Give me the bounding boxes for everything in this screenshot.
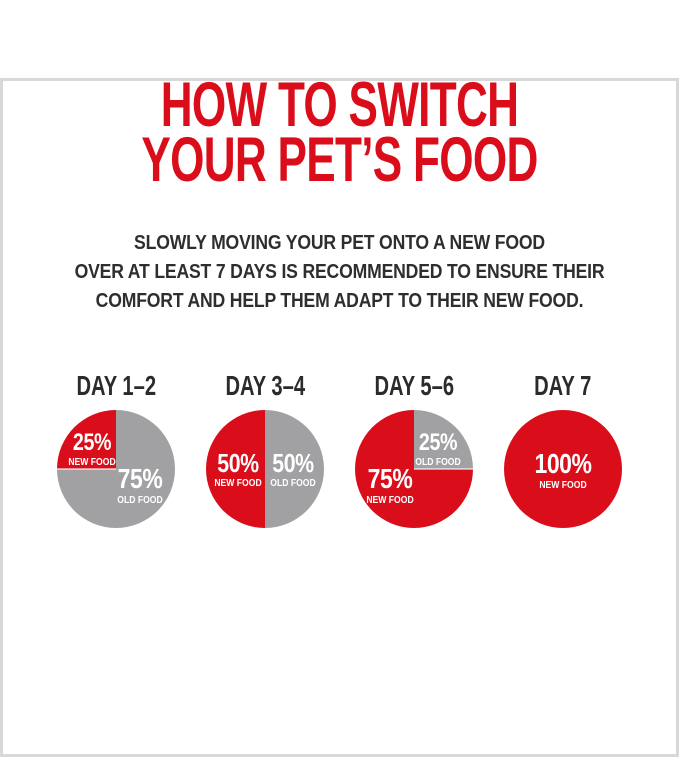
day-3-4-label: DAY 3–4 [225,369,305,401]
day-1-2-label: DAY 1–2 [76,369,156,401]
old-food-slice-label: 75% OLD FOOD [116,463,163,507]
new-food-percent: 75% [368,463,413,495]
new-food-name: NEW FOOD [214,476,262,489]
new-food-slice-label: 50% NEW FOOD [214,450,261,489]
day-7-column: DAY 7 100% NEW FOOD [504,369,622,528]
day-7-label: DAY 7 [534,369,592,401]
page-title-line1: HOW TO SWITCH [160,70,519,140]
new-food-slice-label: 100% NEW FOOD [534,447,592,491]
old-food-name: OLD FOOD [270,476,317,489]
day-3-4-column: DAY 3–4 50% NEW FOOD 50% OLD FOOD [206,369,324,528]
new-food-name: NEW FOOD [68,455,117,468]
old-food-percent: 25% [418,428,458,456]
new-food-percent: 50% [217,447,259,478]
page-title: HOW TO SWITCH YOUR PET’S FOOD [102,74,577,192]
day-1-2-pie-chart: 25% NEW FOOD 75% OLD FOOD [57,409,175,528]
old-food-name: OLD FOOD [414,455,461,468]
subtitle-line1: SLOWLY MOVING YOUR PET ONTO A NEW FOOD [134,231,545,254]
old-food-percent: 75% [117,463,162,495]
page-subtitle: SLOWLY MOVING YOUR PET ONTO A NEW FOOD O… [41,229,639,316]
new-food-name: NEW FOOD [539,478,587,491]
new-food-percent: 100% [534,447,592,479]
new-food-slice-label: 75% NEW FOOD [367,465,414,506]
subtitle-line2: OVER AT LEAST 7 DAYS IS RECOMMENDED TO E… [74,260,605,283]
old-food-slice-label: 50% OLD FOOD [271,450,316,489]
old-food-name: OLD FOOD [116,494,163,507]
page-title-line2: YOUR PET’S FOOD [141,125,538,196]
slice-divider [57,467,116,470]
new-food-percent: 25% [73,428,112,456]
day-5-6-column: DAY 5–6 25% OLD FOOD 75% NEW FOOD [355,369,473,528]
new-food-slice-label: 25% NEW FOOD [68,428,117,468]
old-food-slice-label: 25% OLD FOOD [414,428,461,468]
subtitle-line3: COMFORT AND HELP THEM ADAPT TO THEIR NEW… [95,289,584,312]
day-5-6-label: DAY 5–6 [374,369,454,401]
pie-chart-row: DAY 1–2 25% NEW FOOD 75% OLD FOOD DAY 3–… [0,369,679,528]
slice-divider [414,467,473,470]
new-food-name: NEW FOOD [366,494,415,507]
day-3-4-pie-chart: 50% NEW FOOD 50% OLD FOOD [206,409,324,528]
day-7-pie-chart: 100% NEW FOOD [504,409,622,528]
old-food-percent: 50% [272,447,315,478]
day-1-2-column: DAY 1–2 25% NEW FOOD 75% OLD FOOD [57,369,175,528]
day-5-6-pie-chart: 25% OLD FOOD 75% NEW FOOD [355,409,473,528]
